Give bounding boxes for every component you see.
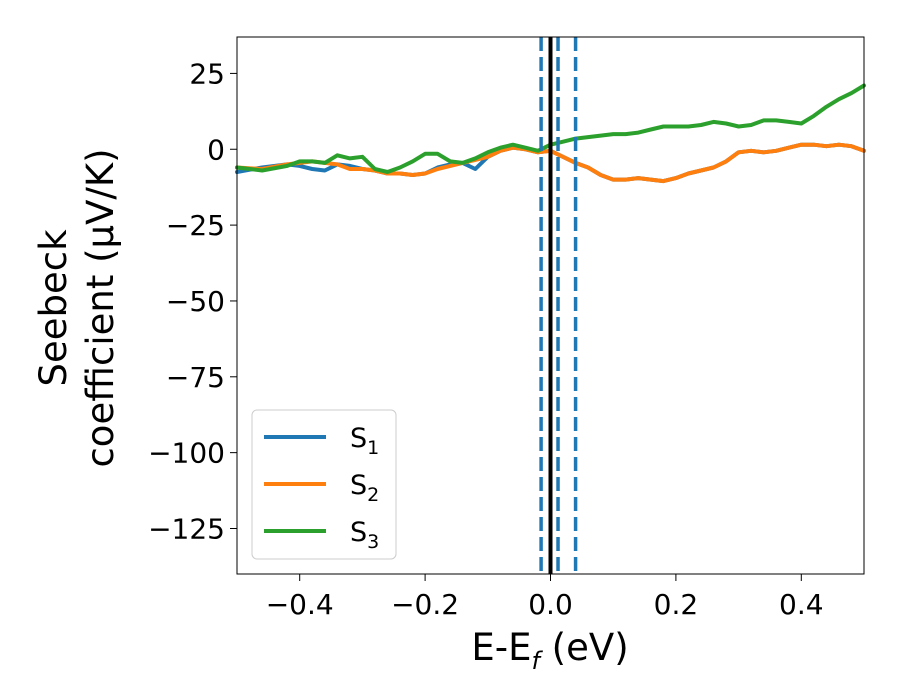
legend-label-sub: 2 — [367, 484, 379, 506]
reference-lines — [539, 37, 578, 574]
y-tick-label: 25 — [189, 57, 225, 90]
x-tick-label: −0.2 — [391, 588, 459, 621]
y-axis-label: Seebeck coefficient (μV/K) — [32, 148, 122, 467]
y-tick-label: −50 — [166, 285, 225, 318]
legend-label-sub: 3 — [367, 531, 379, 553]
x-axis-label: E-Ef (eV) — [471, 626, 628, 675]
legend-label: S3 — [350, 517, 379, 553]
y-tick-label: −125 — [148, 512, 225, 545]
legend-label: S2 — [350, 470, 379, 506]
y-tick-label: −75 — [166, 361, 225, 394]
legend-label-sub: 1 — [367, 437, 379, 459]
legend-label-main: S — [350, 470, 367, 501]
x-tick-label: 0.0 — [528, 588, 573, 621]
legend-label-main: S — [350, 517, 367, 548]
series-line-s2 — [235, 142, 866, 184]
legend-label: S1 — [350, 423, 379, 459]
x-axis-label-suffix: (eV) — [540, 626, 629, 669]
legend-label-main: S — [350, 423, 367, 454]
y-axis-label-line1: Seebeck — [32, 229, 75, 387]
x-axis-ticks: −0.4 −0.2 0.0 0.2 0.4 — [266, 574, 824, 621]
x-tick-label: 0.2 — [654, 588, 699, 621]
y-tick-label: −100 — [148, 437, 225, 470]
x-tick-label: −0.4 — [266, 588, 334, 621]
y-tick-label: 0 — [207, 133, 225, 166]
x-tick-label: 0.4 — [779, 588, 824, 621]
x-axis-label-main: E-E — [471, 626, 531, 669]
y-axis-label-line2: coefficient (μV/K) — [79, 148, 122, 467]
series-lines — [235, 83, 866, 184]
y-axis-ticks: 25 0 −25 −50 −75 −100 −125 — [148, 57, 237, 545]
y-tick-label: −25 — [166, 209, 225, 242]
series-line-s3 — [235, 83, 866, 174]
